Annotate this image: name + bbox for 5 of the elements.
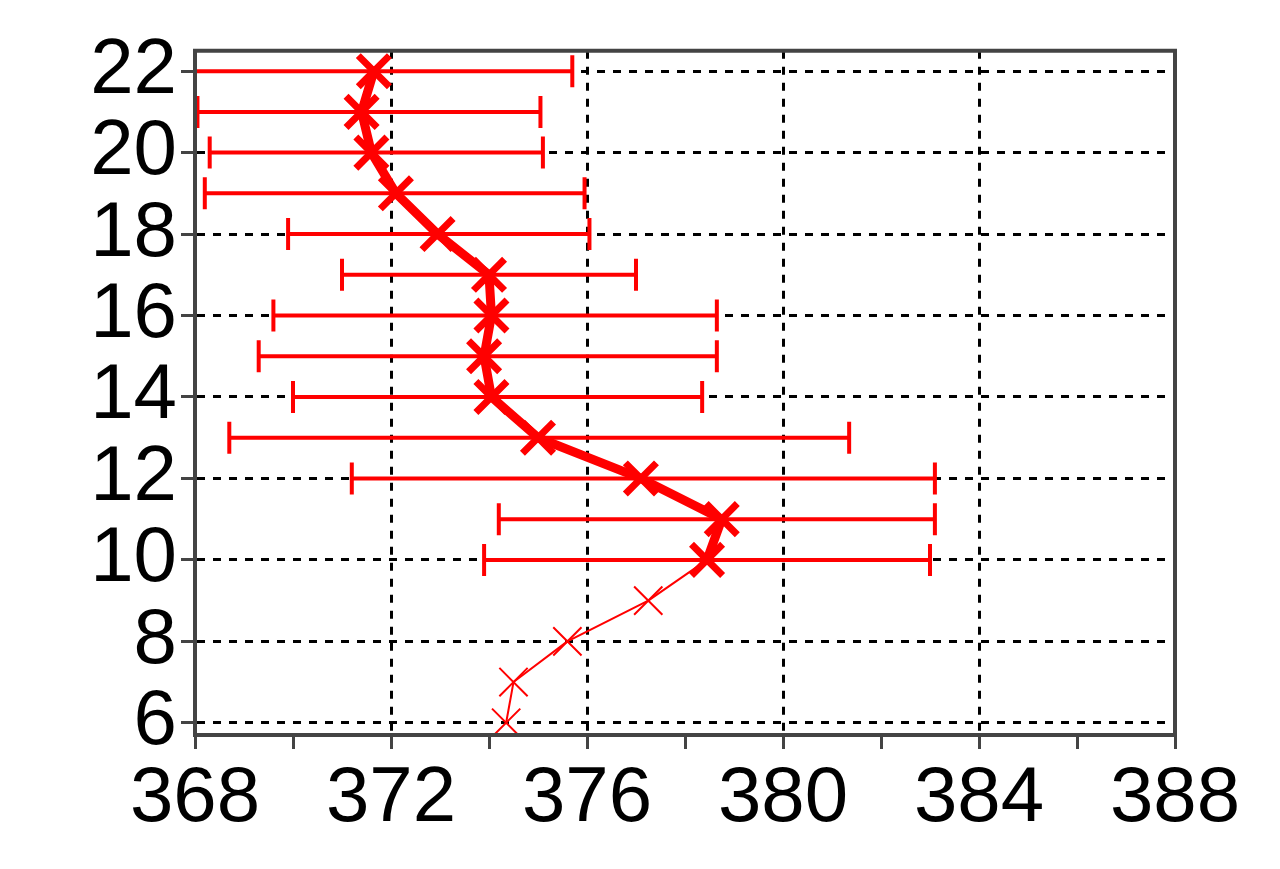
x-tick-label: 376 — [521, 750, 653, 839]
x-tick-label: 388 — [1109, 750, 1241, 839]
x-tick-label: 380 — [717, 750, 849, 839]
x-tick-label: 384 — [913, 750, 1045, 839]
x-tick-label: 372 — [325, 750, 457, 839]
